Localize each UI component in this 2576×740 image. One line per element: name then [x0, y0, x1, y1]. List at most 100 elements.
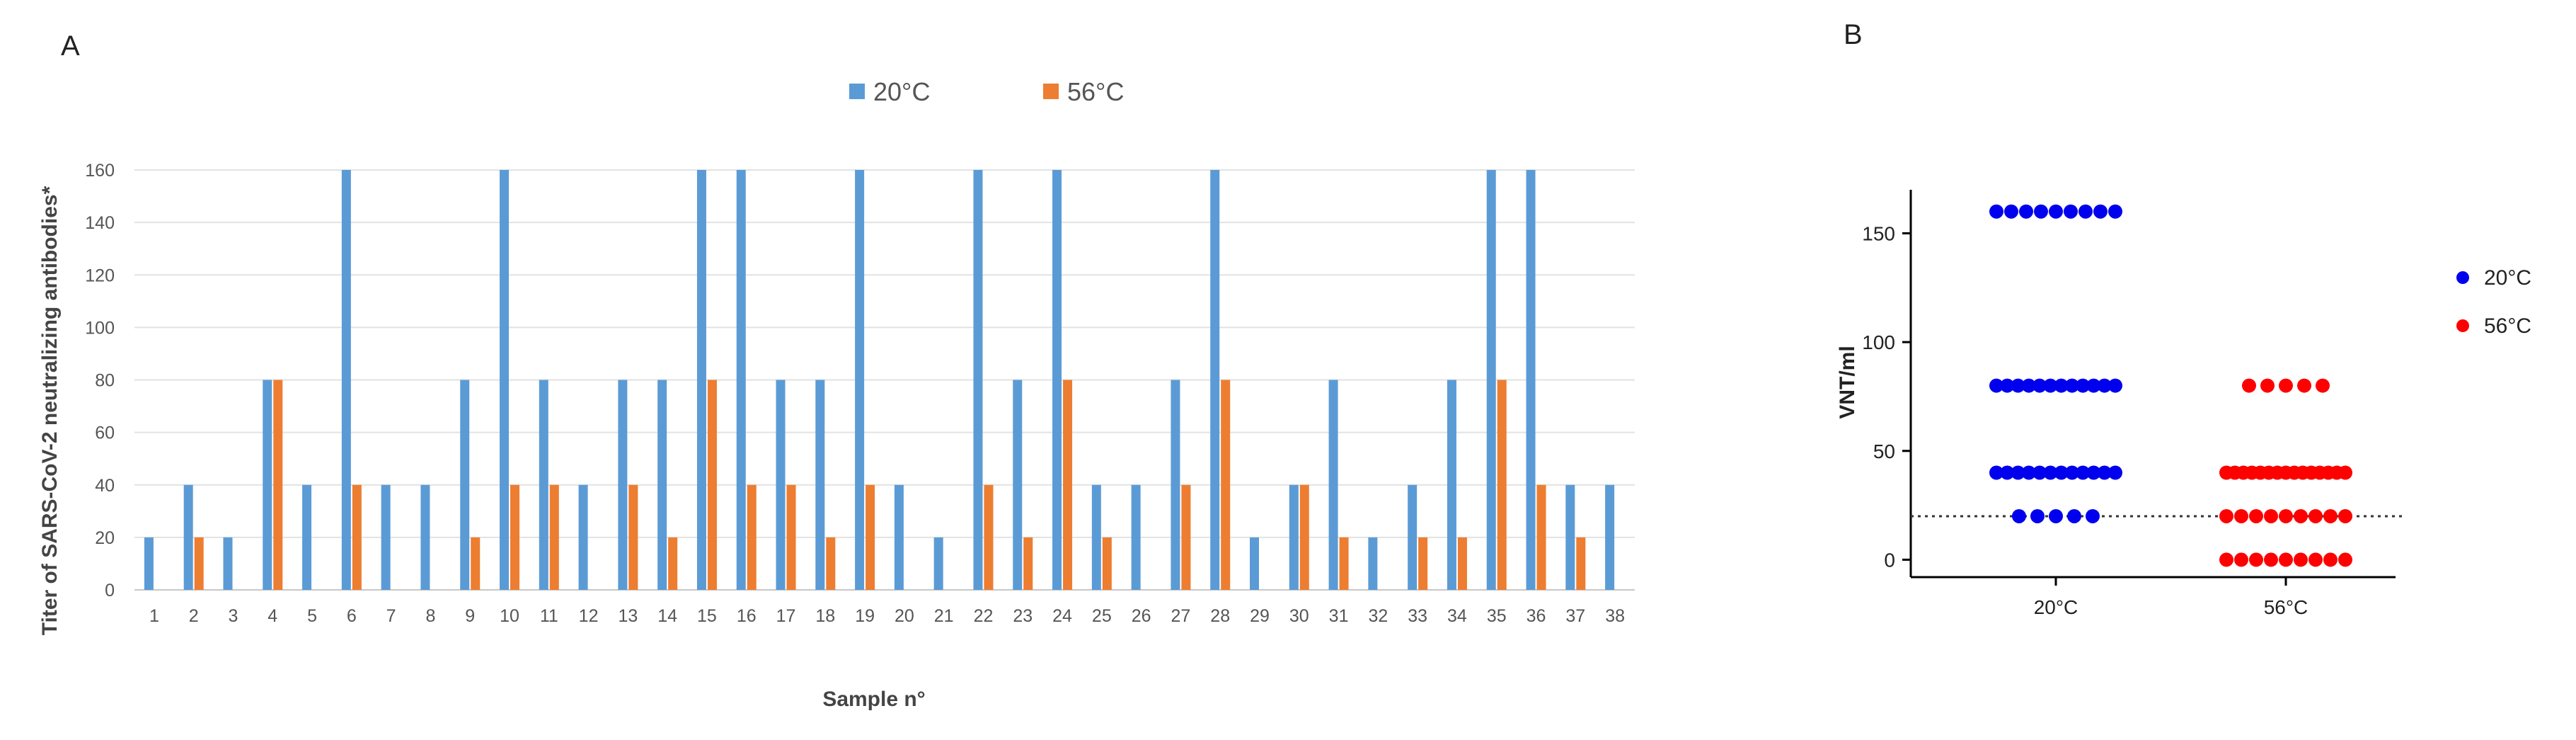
bar-56c-sample-10 [510, 484, 519, 590]
y-tick-label: 60 [95, 423, 115, 443]
dot-56c-20 [2264, 508, 2278, 523]
x-tick-label: 26 [1132, 606, 1151, 626]
bar-56c-sample-23 [1023, 537, 1033, 590]
dot-20c-160 [1989, 204, 2003, 219]
y-tick-label: 160 [85, 161, 115, 181]
bar-56c-sample-34 [1457, 537, 1467, 590]
bar-56c-sample-37 [1576, 537, 1586, 590]
legend-swatch-56c [1043, 84, 1059, 99]
bar-56c-sample-16 [747, 484, 757, 590]
bar-56c-sample-9 [471, 537, 481, 590]
bar-20c-sample-3 [223, 537, 233, 590]
dot-20c-40 [2021, 465, 2036, 480]
dot-20c-40 [2032, 465, 2047, 480]
bar-20c-sample-1 [144, 537, 154, 590]
x-tick-label: 8 [425, 606, 435, 626]
bar-56c-sample-4 [273, 380, 283, 590]
panel-b-y-ticks: 0 50 100 150 [1862, 222, 1911, 571]
dot-20c-40 [2054, 465, 2069, 480]
x-tick-label: 36 [1526, 606, 1546, 626]
y-tick-label: 0 [105, 581, 115, 600]
bar-20c-sample-27 [1171, 380, 1180, 590]
bar-20c-sample-36 [1526, 170, 1536, 590]
panel-b-letter: B [1844, 19, 1863, 50]
y-tick-label: 20 [95, 528, 115, 548]
bar-20c-sample-37 [1565, 484, 1575, 590]
dot-56c-80 [2242, 378, 2256, 393]
y-tick-label: 80 [95, 371, 115, 391]
bar-20c-sample-19 [855, 170, 865, 590]
dot-20c-80 [2032, 378, 2047, 393]
x-tick-label: 5 [307, 606, 317, 626]
dot-20c-80 [2054, 378, 2069, 393]
bar-20c-sample-17 [776, 380, 786, 590]
bar-56c-sample-15 [707, 380, 717, 590]
dot-56c-20 [2234, 508, 2248, 523]
dot-56c-20 [2323, 508, 2338, 523]
dot-20c-20 [2049, 508, 2063, 523]
dot-56c-20 [2338, 508, 2352, 523]
x-tick-label: 34 [1447, 606, 1467, 626]
dot-20c-20 [2067, 508, 2081, 523]
dot-56c-0 [2219, 552, 2233, 567]
dot-56c-0 [2323, 552, 2338, 567]
dot-20c-40 [1989, 465, 2003, 480]
dot-56c-20 [2219, 508, 2233, 523]
dot-56c-80 [2279, 378, 2293, 393]
dot-20c-160 [2108, 204, 2122, 219]
bar-20c-sample-21 [933, 537, 943, 590]
y-tick-label: 40 [95, 476, 115, 496]
x-tick-label: 16 [737, 606, 757, 626]
bar-20c-sample-5 [302, 484, 312, 590]
x-tick-label: 3 [229, 606, 238, 626]
bar-20c-sample-16 [736, 170, 746, 590]
x-tick-label: 33 [1408, 606, 1427, 626]
bar-56c-sample-30 [1299, 484, 1309, 590]
bar-20c-sample-13 [618, 380, 628, 590]
bar-20c-sample-18 [815, 380, 825, 590]
bar-20c-sample-15 [696, 170, 706, 590]
x-tick-label: 29 [1250, 606, 1270, 626]
legend-label-20c: 20°C [873, 77, 930, 106]
x-tick-label: 19 [855, 606, 875, 626]
bar-56c-sample-22 [984, 484, 994, 590]
bar-56c-sample-27 [1181, 484, 1191, 590]
x-tick-label: 4 [268, 606, 277, 626]
dot-56c-80 [2260, 378, 2275, 393]
x-tick-label: 27 [1171, 606, 1191, 626]
panel-a-y-axis-title: Titer of SARS-CoV-2 neutralizing antibod… [38, 186, 62, 635]
panel-b: B 0 50 100 150 20°C 56°C VNT/ml 20°C 56°C [1836, 19, 2531, 618]
x-tick-label: 24 [1052, 606, 1072, 626]
bar-20c-sample-7 [381, 484, 391, 590]
y-tick-label: 120 [85, 266, 115, 285]
dot-20c-80 [2108, 378, 2122, 393]
panel-b-y-tick-label: 100 [1862, 331, 1895, 353]
x-tick-label: 31 [1329, 606, 1349, 626]
dot-20c-20 [2086, 508, 2100, 523]
bar-20c-sample-31 [1328, 380, 1338, 590]
dot-56c-0 [2249, 552, 2263, 567]
dot-20c-20 [2012, 508, 2026, 523]
bar-20c-sample-4 [263, 380, 272, 590]
x-tick-label: 1 [149, 606, 159, 626]
x-tick-label: 18 [815, 606, 835, 626]
dot-56c-20 [2249, 508, 2263, 523]
bar-56c-sample-17 [786, 484, 796, 590]
panel-b-y-tick-label: 50 [1873, 440, 1895, 462]
dot-20c-160 [2093, 204, 2108, 219]
bar-20c-sample-11 [539, 380, 548, 590]
panel-b-legend: 20°C 56°C [2456, 266, 2531, 338]
dot-56c-40 [2338, 465, 2352, 480]
bar-56c-sample-35 [1497, 380, 1507, 590]
bar-20c-sample-28 [1210, 170, 1220, 590]
dot-56c-20 [2308, 508, 2323, 523]
dot-20c-40 [2076, 465, 2091, 480]
panel-b-dots [1989, 204, 2352, 567]
panel-b-y-axis-title: VNT/ml [1836, 346, 1859, 419]
bar-20c-sample-38 [1605, 484, 1615, 590]
bar-56c-sample-2 [194, 537, 204, 590]
dot-56c-20 [2294, 508, 2308, 523]
x-tick-label: 23 [1013, 606, 1033, 626]
